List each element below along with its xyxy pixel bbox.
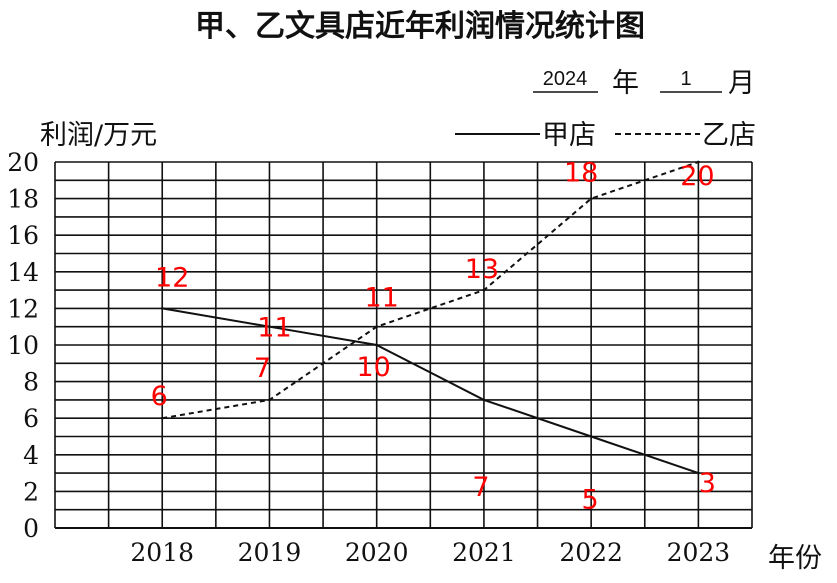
data-point (375, 325, 379, 329)
legend: 甲店 乙店 (455, 120, 756, 151)
y-tick-label: 8 (23, 368, 39, 397)
y-tick-label: 2 (23, 477, 39, 506)
y-tick-label: 4 (23, 441, 39, 470)
data-label: 6 (151, 381, 168, 412)
x-tick-label: 2022 (559, 538, 623, 567)
y-ticks: 0 2 4 6 8 10 12 14 16 18 20 (7, 148, 39, 543)
data-point (696, 471, 700, 475)
data-label: 11 (257, 313, 291, 344)
data-label: 18 (564, 158, 598, 189)
y-tick-label: 10 (7, 331, 39, 360)
data-label: 10 (357, 352, 391, 383)
y-tick-label: 14 (7, 258, 39, 287)
date-stamp: 2024 年 1 月 (533, 68, 755, 99)
data-point (482, 288, 486, 292)
data-label: 12 (155, 262, 189, 293)
date-year: 2024 (543, 68, 588, 90)
y-tick-label: 18 (7, 185, 39, 214)
grid (54, 161, 753, 529)
x-axis-label: 年份 (768, 543, 822, 574)
data-point (160, 416, 164, 420)
date-year-unit: 年 (612, 68, 639, 99)
series-line-0 (162, 307, 699, 475)
data-point (268, 325, 271, 329)
data-label: 3 (699, 468, 716, 499)
x-ticks: 2018 2019 2020 2021 2022 2023 (130, 538, 730, 567)
y-axis-label: 利润/万元 (40, 120, 157, 151)
date-month-unit: 月 (728, 68, 755, 99)
y-tick-label: 0 (23, 514, 39, 543)
data-label: 5 (582, 485, 599, 516)
legend-label-1: 乙店 (702, 120, 756, 151)
data-point (482, 398, 486, 402)
data-label: 20 (680, 161, 714, 192)
date-month: 1 (680, 68, 691, 90)
x-tick-label: 2021 (452, 538, 516, 567)
x-tick-label: 2019 (238, 538, 302, 567)
legend-label-0: 甲店 (542, 120, 596, 151)
x-tick-label: 2020 (345, 538, 409, 567)
data-point (589, 435, 593, 438)
chart-title: 甲、乙文具店近年利润情况统计图 (195, 9, 645, 44)
data-point (589, 197, 593, 201)
x-tick-label: 2018 (130, 538, 194, 567)
y-tick-label: 6 (23, 404, 39, 433)
y-tick-label: 20 (7, 148, 39, 177)
series-lines (160, 160, 700, 475)
data-labels: 12 11 10 7 5 3 6 7 11 13 18 20 (151, 158, 716, 516)
x-tick-label: 2023 (667, 538, 731, 567)
y-tick-label: 12 (7, 294, 39, 323)
data-point (268, 398, 271, 402)
data-label: 7 (472, 472, 489, 503)
data-point (375, 343, 379, 347)
data-label: 13 (465, 254, 499, 285)
data-point (696, 160, 700, 164)
series-line-1 (162, 161, 699, 420)
data-point (160, 307, 164, 310)
y-tick-label: 16 (7, 221, 39, 250)
data-label: 11 (365, 283, 399, 314)
data-label: 7 (254, 353, 271, 384)
